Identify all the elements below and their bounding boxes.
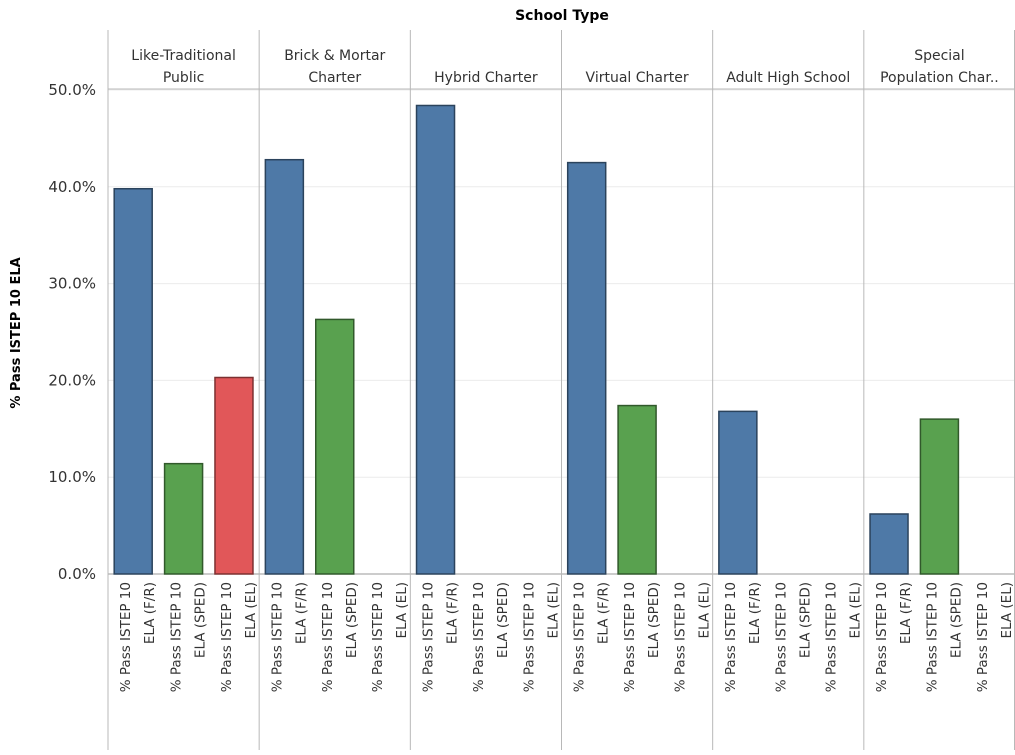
bar xyxy=(214,376,254,575)
panel-headers: Like-Traditional Public Brick & Mortar Char… xyxy=(131,48,998,86)
x-category-label: % Pass ISTEP 10 ELA (EL) xyxy=(370,582,410,692)
y-axis-label: % Pass ISTEP 10 ELA xyxy=(9,257,24,408)
bar xyxy=(264,158,305,575)
x-axis-category-labels: % Pass ISTEP 10 ELA (F/R) % Pass ISTEP 10 E… xyxy=(118,582,1015,692)
x-category-label-line: ELA (SPED) xyxy=(193,582,209,658)
panel-header-label: Special xyxy=(914,48,964,64)
x-category-label: % Pass ISTEP 10 ELA (SPED) xyxy=(924,582,964,692)
panel-header-label: Brick & Mortar xyxy=(284,48,385,64)
panel-header-label: Like-Traditional xyxy=(131,48,236,64)
x-category-label-line: % Pass ISTEP 10 xyxy=(622,582,638,692)
x-category-label-line: % Pass ISTEP 10 xyxy=(975,582,991,692)
x-category-label: % Pass ISTEP 10 ELA (EL) xyxy=(219,582,259,692)
panel-header-label: Charter xyxy=(308,70,361,86)
x-category-label-line: % Pass ISTEP 10 xyxy=(219,582,235,692)
x-category-label: % Pass ISTEP 10 ELA (SPED) xyxy=(773,582,813,692)
x-category-label-line: % Pass ISTEP 10 xyxy=(924,582,940,692)
x-category-label-line: % Pass ISTEP 10 xyxy=(269,582,285,692)
bar xyxy=(718,410,758,575)
y-axis-ticks: 0.0% 10.0% 20.0% 30.0% 40.0% 50.0% xyxy=(48,81,96,583)
x-category-label-line: ELA (EL) xyxy=(243,582,259,638)
x-category-label-line: ELA (F/R) xyxy=(747,582,763,644)
x-category-label-line: ELA (F/R) xyxy=(293,582,309,644)
x-category-label: % Pass ISTEP 10 ELA (EL) xyxy=(521,582,561,692)
y-tick-label: 0.0% xyxy=(58,565,96,583)
x-category-label-line: % Pass ISTEP 10 xyxy=(672,582,688,692)
x-category-label-line: % Pass ISTEP 10 xyxy=(521,582,537,692)
x-category-label-line: % Pass ISTEP 10 xyxy=(572,582,588,692)
bar xyxy=(163,462,204,575)
bar xyxy=(617,404,657,575)
x-category-label-line: % Pass ISTEP 10 xyxy=(471,582,487,692)
y-tick-label: 10.0% xyxy=(48,468,96,486)
x-category-label-line: ELA (SPED) xyxy=(344,582,360,658)
x-category-label: % Pass ISTEP 10 ELA (SPED) xyxy=(320,582,360,692)
bar xyxy=(113,187,153,575)
y-tick-label: 50.0% xyxy=(48,81,96,99)
bar xyxy=(869,513,909,575)
x-category-label: % Pass ISTEP 10 ELA (SPED) xyxy=(471,582,511,692)
x-category-label-line: % Pass ISTEP 10 xyxy=(824,582,840,692)
x-category-label: % Pass ISTEP 10 ELA (F/R) xyxy=(572,582,612,692)
x-category-label-line: % Pass ISTEP 10 xyxy=(169,582,185,692)
x-category-label: % Pass ISTEP 10 ELA (F/R) xyxy=(874,582,914,692)
y-tick-label: 40.0% xyxy=(48,178,96,196)
x-category-label-line: ELA (SPED) xyxy=(646,582,662,658)
bar xyxy=(315,318,355,575)
x-category-label-line: ELA (SPED) xyxy=(797,582,813,658)
x-category-label-line: ELA (F/R) xyxy=(445,582,461,644)
x-category-label-line: % Pass ISTEP 10 xyxy=(118,582,134,692)
x-category-label-line: ELA (SPED) xyxy=(495,582,511,658)
x-category-label-line: ELA (SPED) xyxy=(948,582,964,658)
x-category-label: % Pass ISTEP 10 ELA (EL) xyxy=(975,582,1015,692)
x-category-label: % Pass ISTEP 10 ELA (SPED) xyxy=(622,582,662,692)
panel-header-label: Hybrid Charter xyxy=(434,70,538,86)
x-category-label: % Pass ISTEP 10 ELA (F/R) xyxy=(118,582,158,692)
x-category-label-line: % Pass ISTEP 10 xyxy=(320,582,336,692)
x-category-label-line: % Pass ISTEP 10 xyxy=(723,582,739,692)
x-category-label-line: ELA (F/R) xyxy=(596,582,612,644)
x-category-label-line: ELA (F/R) xyxy=(142,582,158,644)
x-category-label-line: % Pass ISTEP 10 xyxy=(773,582,789,692)
bars xyxy=(113,104,960,575)
x-category-label-line: ELA (EL) xyxy=(696,582,712,638)
x-category-label-line: ELA (F/R) xyxy=(898,582,914,644)
x-category-label-line: ELA (EL) xyxy=(545,582,561,638)
x-category-label: % Pass ISTEP 10 ELA (EL) xyxy=(824,582,864,692)
x-category-label: % Pass ISTEP 10 ELA (F/R) xyxy=(723,582,763,692)
x-category-label-line: ELA (EL) xyxy=(999,582,1015,638)
panel-header-label: Virtual Charter xyxy=(586,70,689,86)
x-category-label: % Pass ISTEP 10 ELA (EL) xyxy=(672,582,712,692)
y-tick-label: 20.0% xyxy=(48,371,96,389)
bar xyxy=(566,161,607,575)
bar xyxy=(415,104,456,575)
x-category-label-line: % Pass ISTEP 10 xyxy=(874,582,890,692)
panel-header-label: Population Char.. xyxy=(880,70,999,86)
x-category-label-line: % Pass ISTEP 10 xyxy=(370,582,386,692)
panel-header-label: Public xyxy=(163,70,204,86)
x-category-label-line: ELA (EL) xyxy=(848,582,864,638)
x-category-label: % Pass ISTEP 10 ELA (F/R) xyxy=(421,582,461,692)
panel-header-label: Adult High School xyxy=(726,70,850,86)
y-tick-label: 30.0% xyxy=(48,275,96,293)
chart-title: School Type xyxy=(515,8,609,24)
x-category-label: % Pass ISTEP 10 ELA (F/R) xyxy=(269,582,309,692)
bar xyxy=(919,418,960,575)
x-category-label: % Pass ISTEP 10 ELA (SPED) xyxy=(169,582,209,692)
x-category-label-line: ELA (EL) xyxy=(394,582,410,638)
x-category-label-line: % Pass ISTEP 10 xyxy=(421,582,437,692)
